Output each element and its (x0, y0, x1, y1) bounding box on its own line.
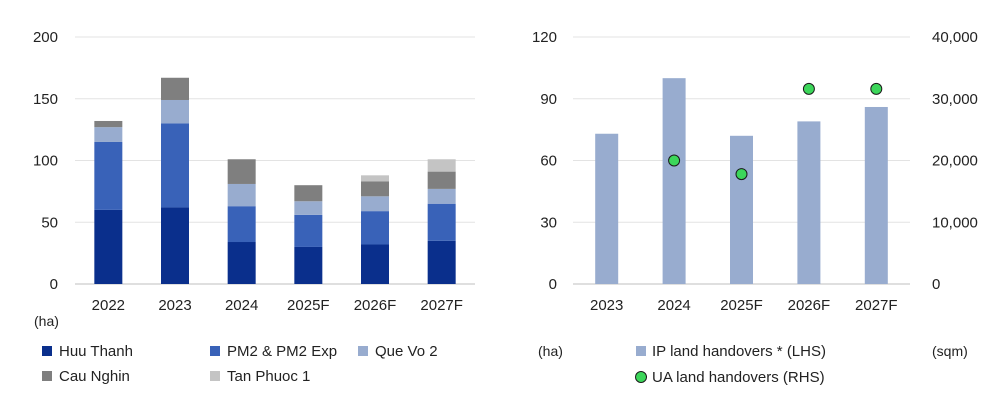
right-chart-left-y-tick-0: 0 (549, 276, 557, 293)
bar-que-vo-2-2023 (161, 99, 189, 124)
right-chart-x-tick-2026f: 2026F (788, 297, 831, 314)
bar-que-vo-2-2025f (294, 201, 323, 215)
left-chart-x-tick-2027f: 2027F (420, 297, 463, 314)
left-chart-x-tick-2025f: 2025F (287, 297, 330, 314)
bar-ip-land-handovers-2027f (864, 106, 888, 284)
left-chart-x-tick-2022: 2022 (92, 297, 125, 314)
point-ua-land-handovers-2025f (735, 168, 748, 181)
right-chart-left-y-tick-60: 60 (540, 153, 557, 170)
legend-swatch-pm2-pm2-exp (210, 346, 220, 356)
left-chart-x-tick-2023: 2023 (158, 297, 191, 314)
right-chart-right-y-tick-30-000: 30,000 (932, 91, 978, 108)
bar-pm2-pm2-exp-2023 (161, 123, 189, 208)
point-ua-land-handovers-2027f (870, 82, 883, 95)
bar-cau-nghin-2023 (161, 77, 189, 100)
right-chart-left-y-tick-120: 120 (532, 29, 557, 46)
left-chart-y-tick-150: 150 (33, 91, 58, 108)
legend-label-cau-nghin: Cau Nghin (59, 368, 130, 385)
right-chart-x-tick-2023: 2023 (590, 297, 623, 314)
right-chart-x-tick-2024: 2024 (657, 297, 690, 314)
right-chart-left-y-tick-30: 30 (540, 214, 557, 231)
right-chart-x-tick-2025f: 2025F (720, 297, 763, 314)
left-chart-y-tick-labels: 0 50 100 150 200 (33, 29, 58, 293)
right-chart-right-y-tick-10-000: 10,000 (932, 214, 978, 231)
bar-tan-phuoc-1-2027f (427, 159, 456, 172)
right-chart-right-y-unit-label: (sqm) (932, 343, 968, 359)
bar-pm2-pm2-exp-2026f (361, 211, 389, 245)
right-chart-right-y-tick-40-000: 40,000 (932, 29, 978, 46)
left-chart-y-unit-label: (ha) (34, 313, 59, 329)
right-chart-left-y-tick-labels: 0 30 60 90 120 (532, 29, 557, 293)
bar-cau-nghin-2024 (227, 159, 256, 184)
bar-pm2-pm2-exp-2027f (427, 203, 456, 241)
legend-label-que-vo-2: Que Vo 2 (375, 343, 438, 360)
right-chart-x-tick-labels: 2023 2024 2025F 2026F 2027F (590, 297, 898, 314)
legend-swatch-ip-land-handovers (636, 346, 646, 356)
bar-pm2-pm2-exp-2025f (294, 214, 323, 247)
legend-swatch-que-vo-2 (358, 346, 368, 356)
right-chart-right-y-tick-labels: 0 10,000 20,000 30,000 40,000 (932, 29, 978, 293)
bar-que-vo-2-2026f (361, 196, 389, 212)
legend-swatch-tan-phuoc-1 (210, 371, 220, 381)
left-chart-y-tick-50: 50 (41, 214, 58, 231)
left-chart-y-tick-100: 100 (33, 153, 58, 170)
left-chart-bars (94, 77, 456, 284)
legend-label-ip-land-handovers: IP land handovers * (LHS) (652, 343, 826, 360)
left-chart-x-tick-2024: 2024 (225, 297, 258, 314)
bar-ip-land-handovers-2023 (595, 133, 619, 284)
left-chart-x-tick-labels: 2022 2023 2024 2025F 2026F 2027F (92, 297, 463, 314)
right-chart-right-y-tick-0: 0 (932, 276, 940, 293)
bar-huu-thanh-2023 (161, 207, 189, 284)
bar-que-vo-2-2027f (427, 188, 456, 204)
bar-huu-thanh-2024 (227, 242, 256, 284)
bar-pm2-pm2-exp-2024 (227, 206, 256, 243)
legend-swatch-huu-thanh (42, 346, 52, 356)
right-chart-points (668, 82, 883, 181)
legend-swatch-cau-nghin (42, 371, 52, 381)
bar-tan-phuoc-1-2026f (361, 175, 389, 182)
legend-label-ua-land-handovers: UA land handovers (RHS) (652, 369, 825, 386)
left-chart-gridlines (75, 36, 475, 285)
left-chart-x-tick-2026f: 2026F (354, 297, 397, 314)
point-ua-land-handovers-2024 (668, 154, 681, 167)
bar-huu-thanh-2026f (361, 244, 389, 284)
bar-huu-thanh-2025f (294, 246, 323, 284)
bar-que-vo-2-2024 (227, 183, 256, 207)
right-chart-right-y-tick-20-000: 20,000 (932, 153, 978, 170)
legend-marker-ua-land-handovers (635, 371, 647, 383)
right-chart-x-tick-2027f: 2027F (855, 297, 898, 314)
legend-label-pm2-pm2-exp: PM2 & PM2 Exp (227, 343, 337, 360)
bar-ip-land-handovers-2025f (730, 135, 753, 284)
legend-label-huu-thanh: Huu Thanh (59, 343, 133, 360)
bar-pm2-pm2-exp-2022 (94, 141, 123, 210)
bar-que-vo-2-2022 (94, 127, 123, 142)
right-chart-bars (595, 78, 888, 285)
bar-huu-thanh-2027f (427, 240, 456, 284)
left-chart-y-tick-200: 200 (33, 29, 58, 46)
legend-label-tan-phuoc-1: Tan Phuoc 1 (227, 368, 310, 385)
point-ua-land-handovers-2026f (802, 82, 815, 95)
left-chart-legend: Huu Thanh PM2 & PM2 Exp Que Vo 2 Cau Nghin T… (42, 343, 438, 385)
bar-cau-nghin-2025f (294, 185, 323, 202)
bar-cau-nghin-2027f (427, 171, 456, 189)
right-chart-bar-scatter: 0 30 60 90 120 0 10,000 20,000 30,000 40,000 202… (532, 29, 978, 386)
left-chart-y-tick-0: 0 (50, 276, 58, 293)
right-chart-left-y-unit-label: (ha) (538, 343, 563, 359)
bar-ip-land-handovers-2024 (662, 78, 686, 285)
bar-ip-land-handovers-2026f (797, 121, 821, 285)
bar-huu-thanh-2022 (94, 209, 123, 284)
right-chart-left-y-tick-90: 90 (540, 91, 557, 108)
bar-cau-nghin-2026f (361, 181, 389, 197)
bar-cau-nghin-2022 (94, 120, 123, 128)
right-chart-legend: IP land handovers * (LHS) UA land handove… (635, 343, 826, 386)
left-chart-stacked-bar: 0 50 100 150 200 2022 2023 2024 2025F 2026F 2027F… (33, 29, 475, 385)
